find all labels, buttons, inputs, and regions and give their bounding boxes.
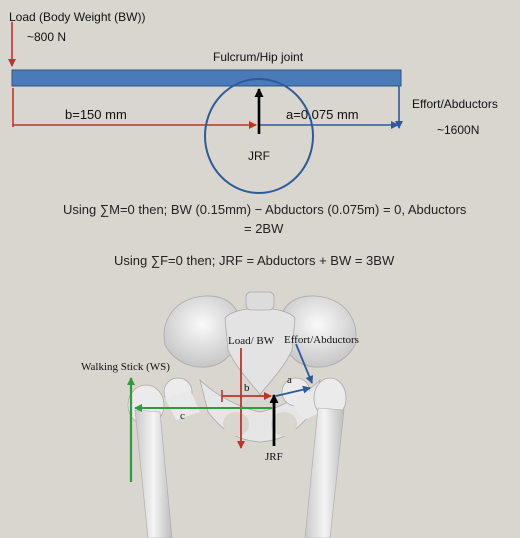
fulcrum-label: Fulcrum/Hip joint bbox=[213, 50, 304, 64]
pelvis-effort-label: Effort/Abductors bbox=[284, 334, 359, 346]
effort-value: ~1600N bbox=[437, 123, 480, 137]
pelvis-c-label: c bbox=[180, 410, 185, 422]
walking-stick-label: Walking Stick (WS) bbox=[81, 361, 170, 373]
moment-equation-line1: Using ∑M=0 then; BW (0.15mm) − Abductors… bbox=[63, 202, 467, 217]
a-distance-label: a=0.075 mm bbox=[286, 107, 359, 122]
pelvis-a-arrow bbox=[275, 385, 311, 397]
b-distance-label: b=150 mm bbox=[65, 107, 127, 122]
moment-equation-line2: = 2BW bbox=[244, 221, 284, 236]
fulcrum-circle bbox=[204, 78, 314, 194]
jrf-label: JRF bbox=[248, 149, 270, 163]
load-label: Load (Body Weight (BW)) bbox=[9, 10, 146, 24]
load-value: ~800 N bbox=[27, 30, 67, 44]
lever-beam bbox=[11, 69, 402, 87]
pelvis-b-label: b bbox=[244, 382, 250, 394]
pelvis-illustration bbox=[127, 291, 357, 538]
effort-label: Effort/Abductors bbox=[412, 97, 498, 111]
pelvis-load-label: Load/ BW bbox=[228, 335, 275, 347]
pelvis-a-label: a bbox=[287, 374, 292, 386]
force-equation: Using ∑F=0 then; JRF = Abductors + BW = … bbox=[114, 253, 395, 268]
pelvis-effort-arrow bbox=[295, 343, 314, 384]
pelvis-jrf-label: JRF bbox=[265, 451, 283, 463]
